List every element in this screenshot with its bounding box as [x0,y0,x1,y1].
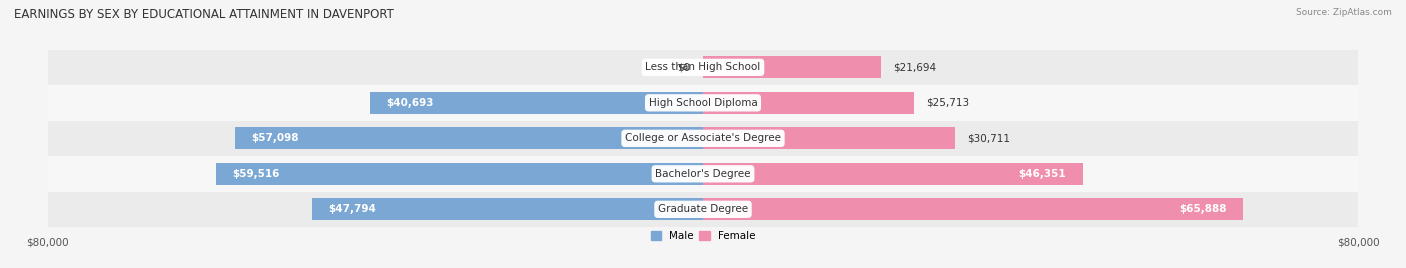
Text: Source: ZipAtlas.com: Source: ZipAtlas.com [1296,8,1392,17]
Text: Less than High School: Less than High School [645,62,761,72]
Text: $46,351: $46,351 [1018,169,1066,179]
Bar [703,92,914,114]
Text: Bachelor's Degree: Bachelor's Degree [655,169,751,179]
Text: $65,888: $65,888 [1178,204,1226,214]
Text: Graduate Degree: Graduate Degree [658,204,748,214]
Bar [703,56,880,78]
Legend: Male, Female: Male, Female [647,227,759,245]
Text: $21,694: $21,694 [893,62,936,72]
Bar [703,198,1243,220]
Text: $40,693: $40,693 [387,98,433,108]
Bar [215,163,703,185]
Bar [48,121,1358,156]
Text: $25,713: $25,713 [927,98,969,108]
Text: College or Associate's Degree: College or Associate's Degree [626,133,780,143]
Bar [703,127,955,149]
Bar [370,92,703,114]
Text: $59,516: $59,516 [232,169,280,179]
Text: $57,098: $57,098 [252,133,299,143]
Text: $0: $0 [678,62,690,72]
Bar [703,163,1083,185]
Text: $47,794: $47,794 [328,204,375,214]
Bar [48,50,1358,85]
Bar [235,127,703,149]
Text: High School Diploma: High School Diploma [648,98,758,108]
Text: $30,711: $30,711 [967,133,1010,143]
Bar [312,198,703,220]
Bar [48,192,1358,227]
Text: EARNINGS BY SEX BY EDUCATIONAL ATTAINMENT IN DAVENPORT: EARNINGS BY SEX BY EDUCATIONAL ATTAINMEN… [14,8,394,21]
Bar [48,85,1358,121]
Bar [48,156,1358,192]
